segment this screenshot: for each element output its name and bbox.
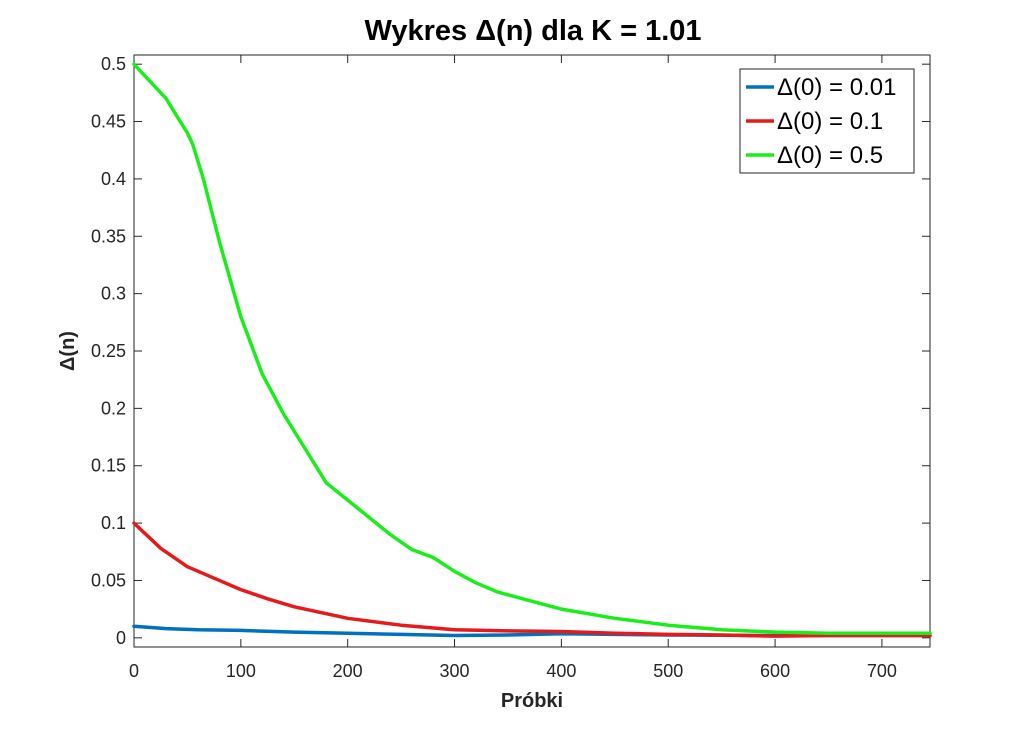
- y-tick-label: 0.2: [101, 398, 126, 418]
- legend: Δ(0) = 0.01 Δ(0) = 0.1 Δ(0) = 0.5: [739, 68, 915, 174]
- y-axis-label: Δ(n): [57, 331, 79, 371]
- series-lines: [132, 62, 932, 638]
- y-tick-label: 0.05: [91, 570, 126, 590]
- x-tick-label: 400: [546, 661, 576, 681]
- y-tick-label: 0.15: [91, 456, 126, 476]
- x-tick-label: 100: [226, 661, 256, 681]
- x-tick-label: 500: [653, 661, 683, 681]
- legend-entry-1: Δ(0) = 0.01: [777, 74, 896, 101]
- y-tick-label: 0.5: [101, 54, 126, 74]
- x-tick-label: 300: [440, 661, 470, 681]
- x-tick-label: 0: [129, 661, 139, 681]
- x-tick-label: 600: [760, 661, 790, 681]
- legend-entry-2: Δ(0) = 0.1: [777, 108, 883, 135]
- y-tick-label: 0.45: [91, 112, 126, 132]
- y-tick-label: 0.3: [101, 284, 126, 304]
- y-tick-label: 0: [116, 628, 126, 648]
- x-tick-label: 700: [867, 661, 897, 681]
- y-tick-label: 0.35: [91, 226, 126, 246]
- y-tick-label: 0.1: [101, 513, 126, 533]
- y-tick-label: 0.4: [101, 169, 126, 189]
- x-axis-label: Próbki: [501, 690, 563, 712]
- series-line-2: [132, 521, 932, 638]
- series-line-3: [132, 62, 932, 635]
- legend-entry-3: Δ(0) = 0.5: [777, 142, 883, 169]
- axis-ticks: 0 100 200 300 400 500 600 700 0 0.05 0.1 0.15 0.2 0.2…: [91, 54, 930, 681]
- x-tick-label: 200: [333, 661, 363, 681]
- y-tick-label: 0.25: [91, 341, 126, 361]
- chart-title: Wykres Δ(n) dla K = 1.01: [364, 15, 701, 47]
